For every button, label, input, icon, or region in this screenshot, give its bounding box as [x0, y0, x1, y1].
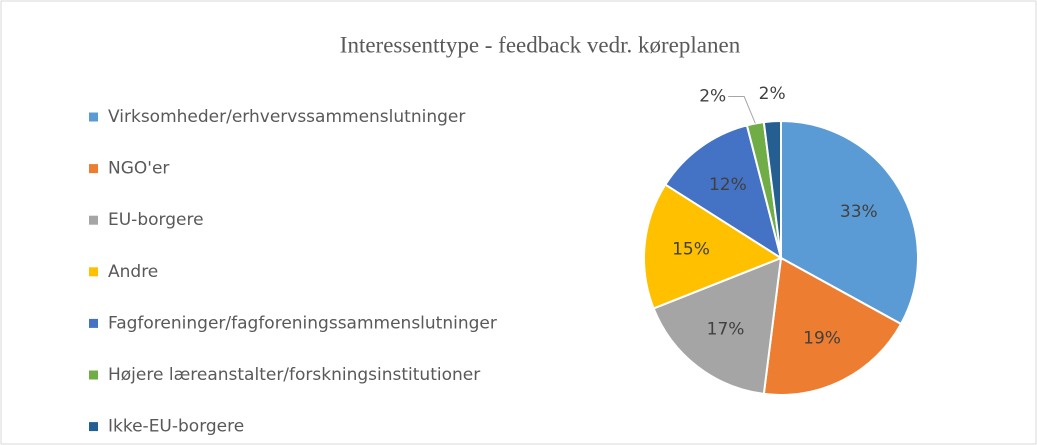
legend-label: NGO'er	[108, 159, 169, 179]
data-label: 2%	[759, 84, 786, 104]
data-label: 2%	[699, 87, 726, 107]
legend-swatch	[89, 164, 98, 174]
pie-slice	[762, 119, 782, 259]
legend-label: Fagforeninger/fagforeningssammenslutning…	[108, 313, 497, 333]
pie-slice	[762, 256, 903, 396]
data-label: 12%	[709, 175, 747, 195]
legend-swatch	[89, 370, 98, 380]
legend-swatch	[89, 215, 98, 225]
pie-slice	[652, 256, 783, 396]
pie-slice	[780, 119, 919, 326]
data-label: 15%	[672, 239, 710, 259]
legend-label: Højere læreanstalter/forskningsinstituti…	[108, 365, 480, 385]
legend-swatch	[89, 318, 98, 328]
data-label: 19%	[803, 329, 841, 349]
legend-label: Ikke-EU-borgere	[108, 417, 244, 437]
legend-swatch	[89, 112, 98, 122]
pie-slice	[663, 124, 783, 261]
data-label: 17%	[707, 319, 745, 339]
data-label: 33%	[840, 202, 878, 222]
legend-swatch	[89, 422, 98, 432]
legend-label: Andre	[108, 262, 158, 282]
legend-label: EU-borgere	[108, 210, 204, 230]
chart-title: Interessenttype - feedback vedr. kørepla…	[340, 32, 741, 57]
legend-swatch	[89, 267, 98, 277]
legend-label: Virksomheder/erhvervssammenslutninger	[108, 107, 465, 127]
leader-line	[728, 96, 756, 124]
pie-slice	[643, 183, 784, 310]
